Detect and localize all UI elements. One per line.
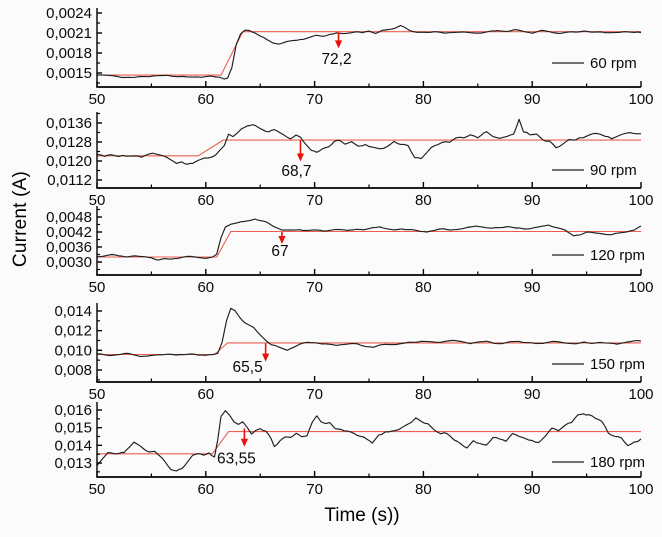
y-tick-label: 0,014 (54, 437, 92, 454)
subplot-60rpm: 50 60 70 80 90 100 0,0015 0,0018 0,0021 0,0024 60 … (0, 5, 662, 115)
legend-label: 150 rpm (590, 356, 645, 373)
legend-label: 60 rpm (590, 55, 637, 72)
annotation-arrow-head (278, 236, 286, 244)
subplot-svg-150rpm: 50 60 70 80 90 100 0,008 0,010 0,012 0,014 150 rpm… (54, 303, 653, 403)
x-tick-label: 50 (89, 192, 106, 209)
signal-trace (96, 24, 642, 80)
x-tick-label: 100 (628, 386, 653, 403)
subplot-150rpm: 50 60 70 80 90 100 0,008 0,010 0,012 0,014 150 rpm… (0, 303, 662, 410)
x-tick-label: 100 (628, 279, 653, 296)
x-tick-label: 50 (89, 91, 106, 108)
x-tick-label: 50 (89, 386, 106, 403)
x-tick-label: 60 (197, 279, 214, 296)
legend-label: 120 rpm (590, 247, 645, 264)
annotation-arrow-head (262, 353, 270, 362)
y-tick-label: 0,0015 (46, 65, 92, 82)
y-tick-label: 0,0048 (46, 209, 92, 226)
x-tick-label: 60 (197, 481, 214, 498)
fit-line (97, 230, 641, 258)
x-tick-label: 90 (524, 386, 541, 403)
x-tick-label: 80 (415, 91, 432, 108)
x-tick-label: 70 (306, 91, 323, 108)
x-tick-label: 50 (89, 279, 106, 296)
x-tick-label: 100 (628, 192, 653, 209)
x-tick-label: 60 (197, 386, 214, 403)
x-tick-label: 70 (306, 279, 323, 296)
x-tick-label: 60 (197, 192, 214, 209)
fit-line (97, 431, 641, 455)
signal-trace (96, 118, 642, 165)
subplot-120rpm: 50 60 70 80 90 100 0,0030 0,0036 0,0042 0,0048 120… (0, 206, 662, 303)
annotation-arrow-head (296, 153, 305, 162)
y-tick-label: 0,0120 (46, 153, 92, 170)
y-tick-label: 0,010 (54, 342, 92, 359)
annotation-arrow-head (334, 40, 343, 49)
x-tick-label: 70 (306, 386, 323, 403)
fit-line (97, 139, 641, 157)
y-tick-label: 0,0021 (46, 25, 92, 42)
legend-label: 90 rpm (590, 162, 637, 179)
x-axis-title: Time (s)) (324, 505, 400, 526)
x-tick-label: 60 (197, 91, 214, 108)
x-tick-label: 90 (524, 279, 541, 296)
x-tick-label: 80 (415, 279, 432, 296)
y-tick-label: 0,014 (54, 303, 92, 320)
x-tick-label: 100 (628, 91, 653, 108)
subplot-180rpm: 50 60 70 80 90 100 0,013 0,014 0,015 0,016 180 rpm… (0, 402, 662, 505)
legend-label: 180 rpm (590, 454, 645, 471)
x-tick-label: 90 (524, 192, 541, 209)
x-tick-label: 90 (524, 91, 541, 108)
signal-trace (96, 307, 642, 358)
x-tick-label: 70 (306, 192, 323, 209)
y-tick-label: 0,0030 (46, 254, 92, 271)
x-tick-label: 80 (415, 481, 432, 498)
y-tick-label: 0,0024 (46, 5, 92, 22)
x-tick-label: 100 (628, 481, 653, 498)
y-tick-label: 0,015 (54, 420, 92, 437)
signal-trace (96, 410, 642, 472)
annotation-arrow-head (240, 438, 249, 447)
fit-line (97, 342, 641, 356)
y-tick-label: 0,0042 (46, 224, 92, 241)
y-tick-label: 0,0128 (46, 134, 92, 151)
x-tick-label: 70 (306, 481, 323, 498)
annotation-label: 63,55 (217, 450, 256, 467)
x-tick-label: 90 (524, 481, 541, 498)
y-tick-label: 0,008 (54, 362, 92, 379)
subplot-svg-90rpm: 50 60 70 80 90 100 0,0112 0,0120 0,0128 0,0136 90 … (46, 112, 654, 209)
subplot-90rpm: 50 60 70 80 90 100 0,0112 0,0120 0,0128 0,0136 90 … (0, 112, 662, 216)
x-tick-label: 80 (415, 386, 432, 403)
annotation-label: 67 (271, 243, 288, 260)
annotation-label: 68,7 (281, 163, 311, 180)
y-tick-label: 0,0112 (47, 172, 92, 189)
y-tick-label: 0,016 (54, 402, 92, 419)
annotation-label: 65,5 (233, 359, 263, 376)
y-tick-label: 0,0036 (46, 239, 92, 256)
y-tick-label: 0,0136 (46, 115, 92, 132)
x-tick-label: 80 (415, 192, 432, 209)
fit-line (97, 31, 641, 76)
subplot-svg-60rpm: 50 60 70 80 90 100 0,0015 0,0018 0,0021 0,0024 60 … (46, 5, 653, 108)
annotation-label: 72,2 (321, 51, 351, 68)
y-tick-label: 0,012 (54, 323, 92, 340)
x-tick-label: 50 (89, 481, 106, 498)
y-tick-label: 0,013 (54, 455, 92, 472)
y-tick-label: 0,0018 (46, 45, 92, 62)
signal-trace (96, 218, 642, 261)
